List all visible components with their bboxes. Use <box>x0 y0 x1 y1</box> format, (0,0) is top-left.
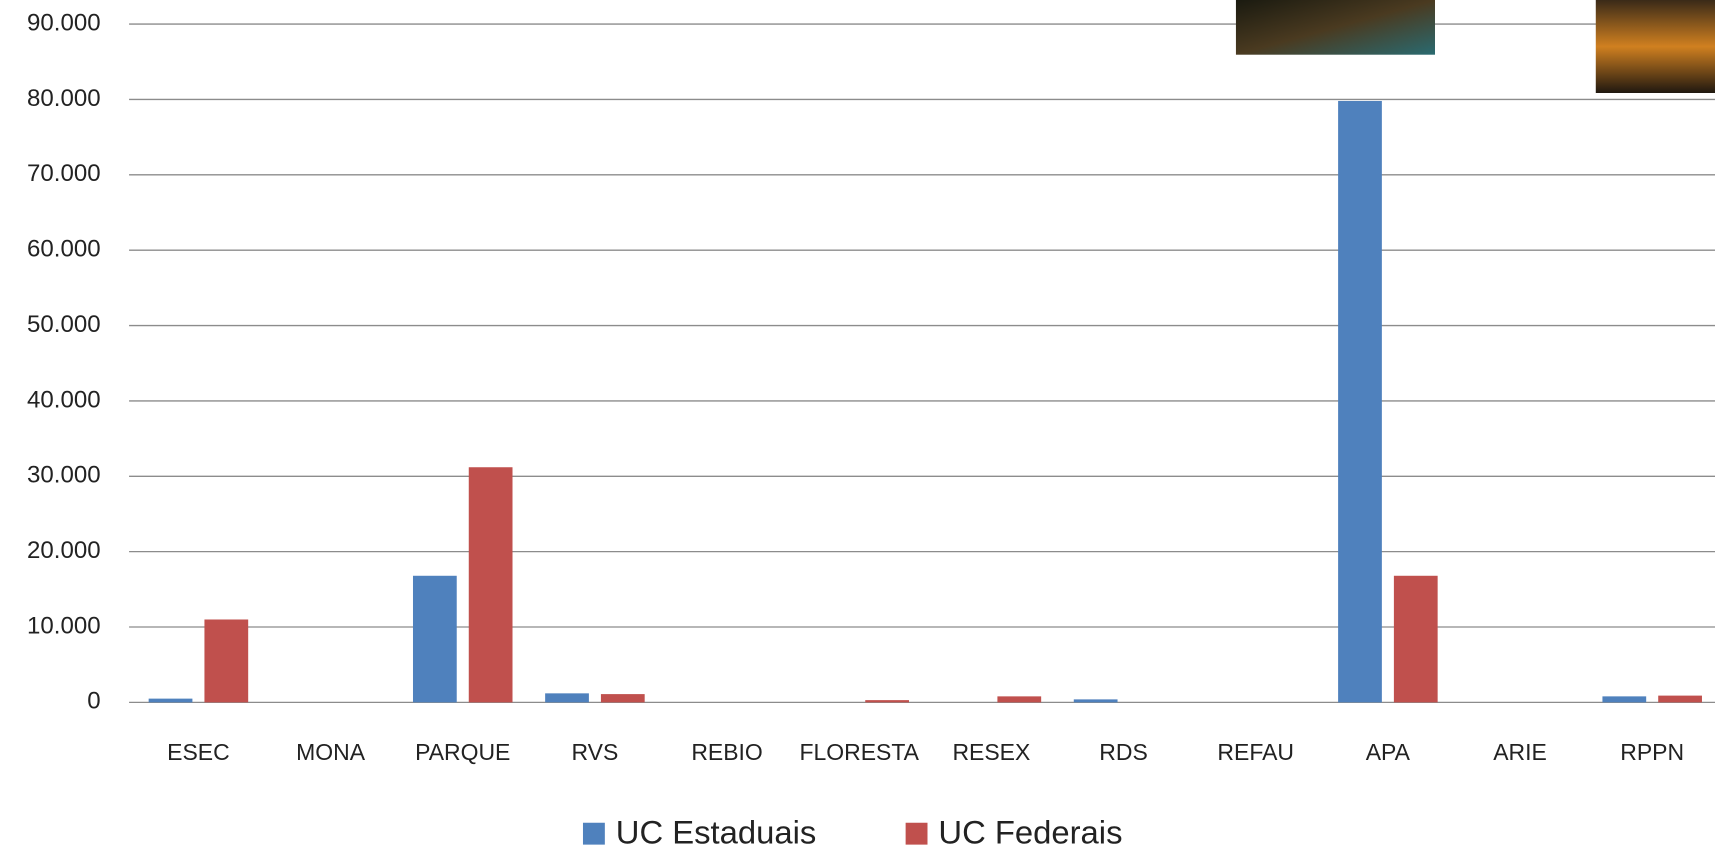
x-tick-label: ARIE <box>1493 739 1547 765</box>
plot-area: 0 10.000 20.000 30.000 40.000 50.000 60.000 70.… <box>27 9 1715 849</box>
y-tick-label: 10.000 <box>27 612 101 639</box>
bar <box>865 700 909 703</box>
y-tick-label: 30.000 <box>27 462 101 489</box>
bar <box>1338 100 1382 703</box>
y-tick-label: 0 <box>87 688 100 715</box>
bar <box>1393 575 1438 703</box>
x-tick-label: APA <box>1366 739 1411 765</box>
y-tick-label: 80.000 <box>27 85 101 112</box>
bar <box>1073 699 1118 703</box>
y-tick-label: 40.000 <box>27 386 101 413</box>
x-tick-label: REFAU <box>1217 739 1294 765</box>
bar <box>997 696 1042 703</box>
legend-swatch <box>582 822 605 845</box>
x-tick-label: REBIO <box>691 739 762 765</box>
bar <box>204 619 249 703</box>
bar <box>600 694 645 703</box>
bar <box>148 698 193 703</box>
y-tick-label: 50.000 <box>27 311 101 338</box>
y-tick-label: 20.000 <box>27 537 101 564</box>
x-tick-label: FLORESTA <box>799 739 919 765</box>
y-tick-label: 70.000 <box>27 160 101 187</box>
x-tick-label: RVS <box>572 739 619 765</box>
photo <box>1595 0 1715 93</box>
bar <box>468 467 513 703</box>
legend-label: UC Federais <box>938 813 1122 849</box>
photo <box>1235 0 1435 55</box>
bar <box>1602 696 1647 703</box>
x-tick-label: RDS <box>1099 739 1147 765</box>
x-tick-label: RESEX <box>952 739 1030 765</box>
legend-swatch <box>905 822 928 845</box>
bar <box>545 693 589 703</box>
y-tick-label: 60.000 <box>27 236 101 263</box>
legend-label: UC Estaduais <box>616 813 816 849</box>
bar <box>1658 695 1702 703</box>
x-tick-label: RPPN <box>1620 739 1684 765</box>
y-tick-label: 90.000 <box>27 9 101 36</box>
x-tick-label: PARQUE <box>415 739 510 765</box>
bar <box>412 575 457 703</box>
x-tick-label: MONA <box>296 739 366 765</box>
x-tick-label: ESEC <box>167 739 230 765</box>
